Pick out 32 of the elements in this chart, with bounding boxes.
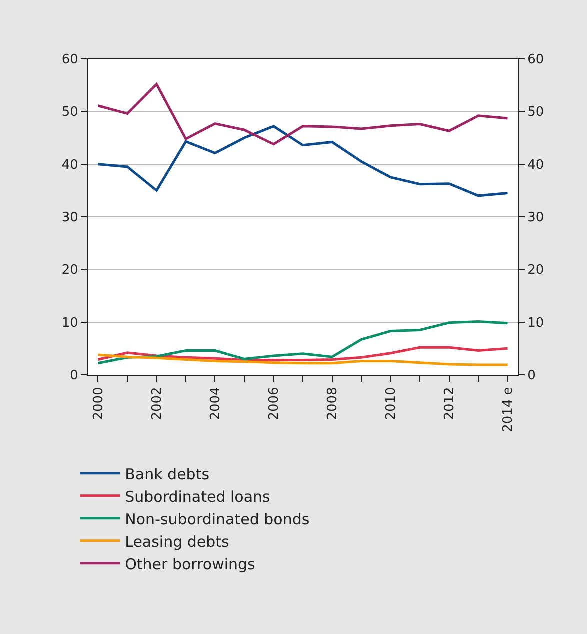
y-tick-label: 10 — [62, 316, 78, 331]
line-series — [96, 354, 510, 366]
y-tick-label: 60 — [62, 52, 78, 68]
line-series — [96, 83, 510, 146]
y2-tick-label: 50 — [528, 105, 544, 120]
y2-tick-label: 20 — [528, 263, 544, 278]
x-tick-label: 2002 — [150, 387, 165, 420]
x-tick-label: 2000 — [91, 387, 106, 420]
x-tick-label: 2010 — [384, 387, 399, 420]
y2-tick-label: 0 — [528, 368, 536, 384]
x-tick-label: 2006 — [266, 387, 282, 420]
x-tick-label: 2004 — [208, 387, 224, 420]
y2-tick-label: 10 — [528, 316, 544, 331]
legend-label: Bank debts — [125, 465, 210, 484]
y-tick-label: 0 — [70, 368, 78, 384]
legend-label: Other borrowings — [125, 555, 256, 574]
legend-label: Non-subordinated bonds — [125, 510, 310, 528]
line-series — [96, 320, 510, 365]
y2-tick-label: 60 — [528, 52, 544, 68]
y-tick-label: 40 — [62, 158, 78, 173]
line-series — [96, 125, 510, 198]
legend-label: Leasing debts — [125, 532, 230, 551]
y2-tick-label: 30 — [528, 210, 544, 226]
x-tick-label: 2014 e — [500, 387, 516, 432]
line-series — [96, 346, 510, 362]
y-tick-label: 30 — [62, 210, 78, 226]
y2-tick-label: 40 — [528, 158, 544, 173]
x-tick-label: 2012 — [442, 387, 458, 420]
y-tick-label: 20 — [62, 263, 78, 278]
x-tick-label: 2008 — [325, 387, 340, 420]
legend-label: Subordinated loans — [125, 488, 271, 506]
y-tick-label: 50 — [62, 105, 78, 120]
